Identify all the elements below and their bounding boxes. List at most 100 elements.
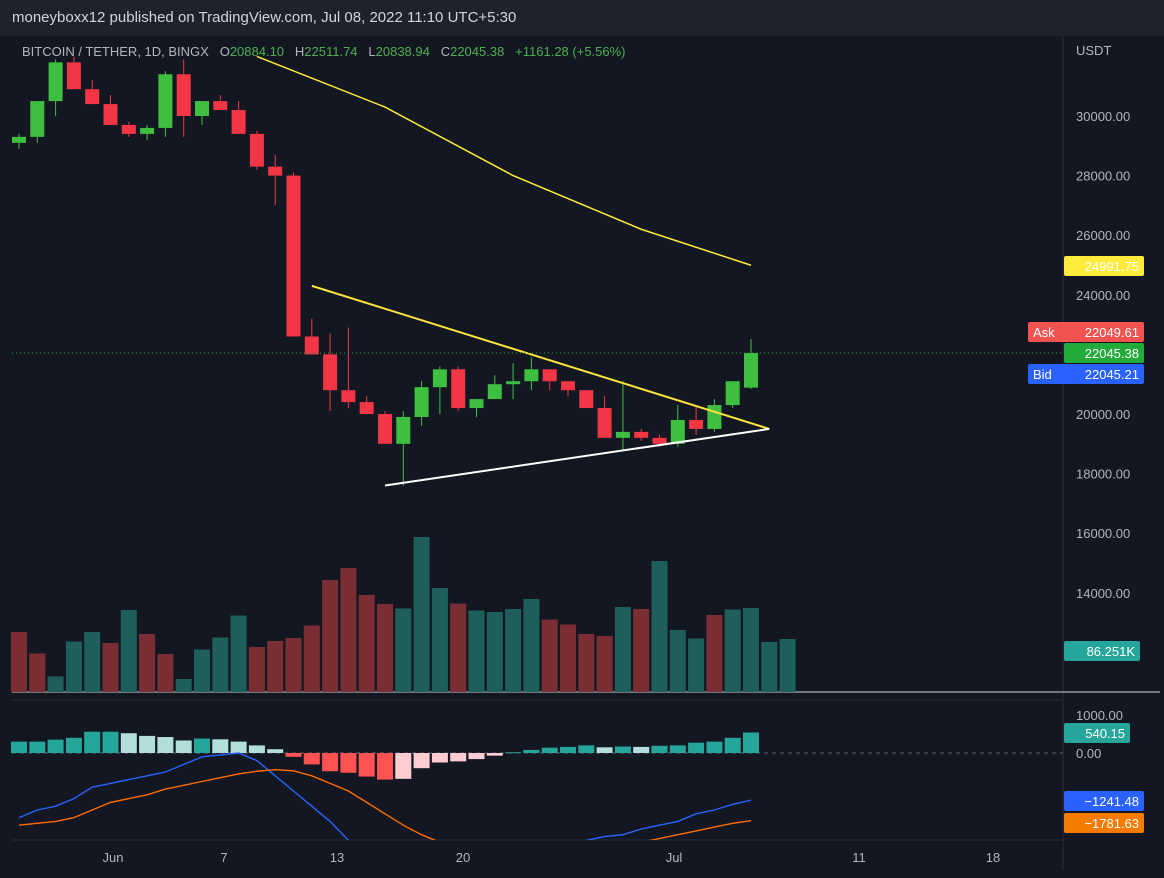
- price-tick-label: 16000.00: [1076, 526, 1130, 541]
- candle-body: [85, 89, 100, 105]
- candle-body: [432, 369, 447, 388]
- candle-body: [524, 369, 539, 382]
- volume-bar: [29, 653, 46, 692]
- candle-body: [414, 387, 429, 417]
- histogram-bar: [157, 737, 174, 753]
- price-tick-label: 26000.00: [1076, 228, 1130, 243]
- histogram-bar: [139, 735, 156, 753]
- macd-tag-value: −1241.48: [1084, 794, 1139, 809]
- signal-tag-value: −1781.63: [1084, 816, 1139, 831]
- bid-price-tag-value: 22045.21: [1085, 367, 1139, 382]
- volume-bar: [413, 537, 430, 692]
- volume-bar: [248, 647, 265, 692]
- candle-body: [213, 101, 228, 111]
- candle-body: [597, 408, 612, 438]
- candle-body: [158, 74, 173, 128]
- time-tick-label: 7: [220, 850, 227, 865]
- candle-body: [176, 74, 191, 116]
- publish-header: moneyboxx12 published on TradingView.com…: [0, 0, 1164, 36]
- candle-body: [744, 353, 758, 388]
- open-value: 20884.10: [229, 44, 285, 59]
- signal-tag: −1781.63: [1064, 813, 1144, 833]
- histogram-tag-bg: [1064, 723, 1130, 743]
- volume-bar: [596, 636, 613, 692]
- histogram-bar: [84, 731, 101, 753]
- histogram-bar: [11, 741, 27, 753]
- volume-bar: [706, 615, 723, 692]
- candle-body: [140, 127, 155, 134]
- histogram-bar: [633, 746, 650, 753]
- price-tick-label: 20000.00: [1076, 407, 1130, 422]
- price-tags: 24991.75 Ask 22049.61 22045.38 Bid 22045.21 86…: [1028, 256, 1144, 833]
- histogram-bar: [102, 731, 119, 753]
- volume-bar: [377, 604, 393, 692]
- histogram-bar: [377, 753, 393, 780]
- time-tick-label: 18: [986, 850, 1000, 865]
- ask-price-tag-bg: [1028, 322, 1144, 342]
- volume-bar: [779, 639, 796, 692]
- candle-body: [231, 110, 246, 134]
- histogram-bar: [578, 745, 595, 753]
- histogram-bar: [212, 739, 229, 753]
- price-tick-label: 14000.00: [1076, 586, 1130, 601]
- open-label: O: [219, 44, 230, 59]
- histogram-bar: [505, 752, 522, 754]
- high-label: H: [294, 44, 305, 59]
- moving-average-line: [256, 55, 752, 266]
- volume-bar: [120, 610, 137, 692]
- candle-body: [451, 369, 466, 409]
- histogram-bar: [523, 749, 540, 753]
- ma-price-tag-bg: [1064, 256, 1144, 276]
- candle-body: [634, 431, 649, 438]
- histogram-bar: [65, 737, 82, 753]
- histogram-bar: [303, 753, 320, 765]
- high-value: 22511.74: [304, 44, 358, 59]
- volume-tag: 86.251K: [1064, 641, 1140, 661]
- histogram-bar: [450, 753, 467, 762]
- candle-body: [286, 175, 301, 337]
- candle-body: [707, 405, 722, 429]
- histogram-bar: [614, 746, 631, 753]
- ask-price-tag-label: Ask: [1033, 325, 1055, 340]
- histogram-bar: [651, 745, 668, 753]
- volume-bar: [651, 561, 668, 692]
- volume-bar: [303, 625, 320, 692]
- volume-bar: [450, 603, 467, 692]
- macd-line: [18, 752, 752, 840]
- currency-label: USDT: [1076, 43, 1111, 58]
- histogram-bar: [669, 745, 686, 753]
- candle-body: [378, 414, 392, 444]
- candle-body: [48, 62, 63, 102]
- candle-body: [579, 390, 594, 409]
- last-price-tag: 22045.38: [1064, 343, 1144, 363]
- candle-body: [670, 419, 685, 444]
- candle-body: [195, 101, 209, 116]
- ask-price-tag-value: 22049.61: [1085, 325, 1139, 340]
- volume-bar: [194, 649, 210, 692]
- histogram-bar: [413, 753, 430, 769]
- volume-bar: [175, 679, 192, 692]
- volume-bar: [541, 619, 558, 692]
- volume-bar: [322, 580, 339, 692]
- ohlc-legend: BITCOIN / TETHER, 1D, BINGX O20884.10 H2…: [22, 44, 626, 59]
- histogram-bar: [230, 741, 247, 753]
- volume-bar: [614, 607, 631, 692]
- volume-bar: [139, 634, 156, 692]
- candle-body: [66, 62, 81, 90]
- volume-bar: [724, 609, 741, 692]
- candle-body: [359, 402, 374, 414]
- histogram-bar: [358, 753, 375, 777]
- last-price-tag-bg: [1064, 343, 1144, 363]
- ma-price-tag: 24991.75: [1064, 256, 1144, 276]
- indicator-lines: [12, 55, 1063, 487]
- histogram-bar: [560, 746, 576, 753]
- candle-body: [542, 369, 557, 382]
- signal-line: [18, 769, 752, 840]
- histogram-bar: [468, 753, 485, 760]
- price-tick-label: 24000.00: [1076, 288, 1130, 303]
- volume-tag-bg: [1064, 641, 1140, 661]
- low-label: L: [368, 44, 376, 59]
- last-price-tag-value: 22045.38: [1085, 346, 1139, 361]
